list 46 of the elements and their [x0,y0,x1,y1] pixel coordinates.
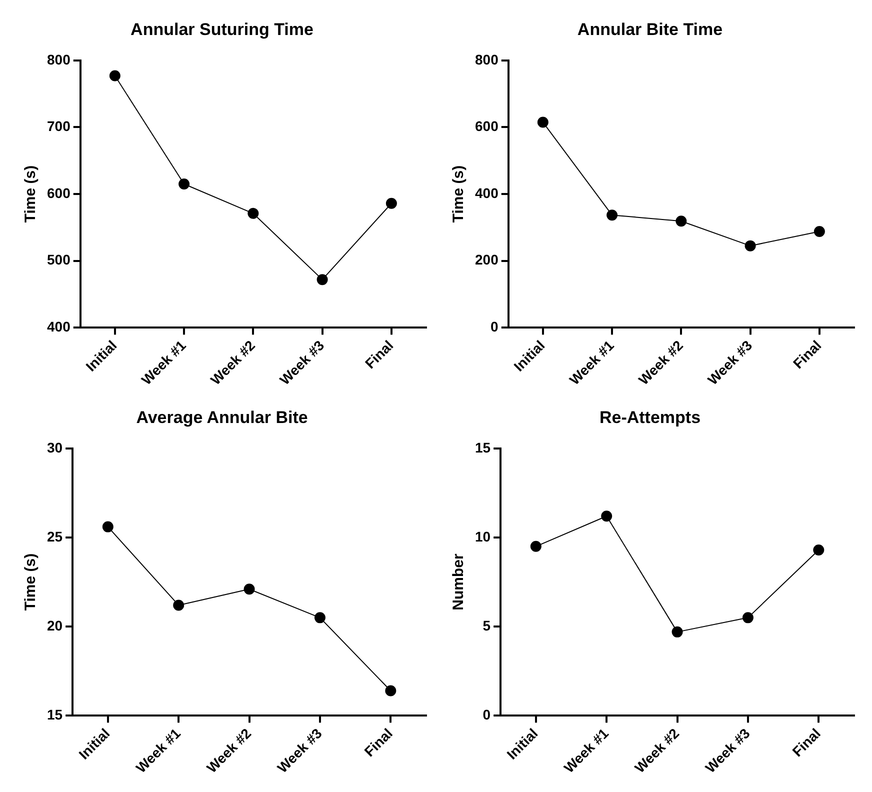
y-tick-label: 15 [46,706,63,723]
point [385,685,396,696]
y-tick-label: 5 [482,617,491,634]
chart-title: Re-Attempts [599,408,701,427]
point [742,612,754,624]
chart-title: Annular Suturing Time [130,20,314,39]
y-tick-label: 800 [475,51,499,68]
point [744,240,756,252]
y-axis-title: Time (s) [22,165,40,223]
y-tick-label: 200 [475,252,499,268]
y-tick-label: 0 [482,706,491,723]
y-axis-title: Number [450,554,468,610]
y-tick-label: 15 [474,439,491,456]
point [676,216,687,227]
y-tick-label: 400 [47,318,71,335]
y-tick-label: 0 [490,318,499,335]
point [606,210,618,221]
y-axis-title: Time (s) [450,165,468,223]
point [814,226,825,237]
y-tick-label: 600 [47,184,71,201]
y-tick-label: 10 [474,528,491,544]
point [672,626,683,638]
point [102,521,114,532]
y-tick-label: 20 [46,617,63,634]
point [178,178,190,190]
point [314,612,326,624]
point [244,584,255,595]
point [109,70,120,82]
y-tick-label: 400 [475,184,499,201]
point [813,544,824,556]
y-axis-title: Time (s) [22,553,40,611]
y-tick-label: 25 [46,528,63,544]
point [530,540,542,552]
point [173,600,184,611]
point [601,510,612,522]
y-tick-label: 500 [47,252,71,268]
chart-title: Annular Bite Time [577,20,723,39]
y-tick-label: 30 [46,439,63,456]
y-tick-label: 600 [475,118,499,134]
point [248,208,259,219]
y-tick-label: 800 [47,51,71,68]
point [316,274,328,286]
chart-title: Average Annular Bite [136,408,308,427]
point [386,198,397,209]
point [537,116,548,128]
y-tick-label: 700 [47,118,71,134]
